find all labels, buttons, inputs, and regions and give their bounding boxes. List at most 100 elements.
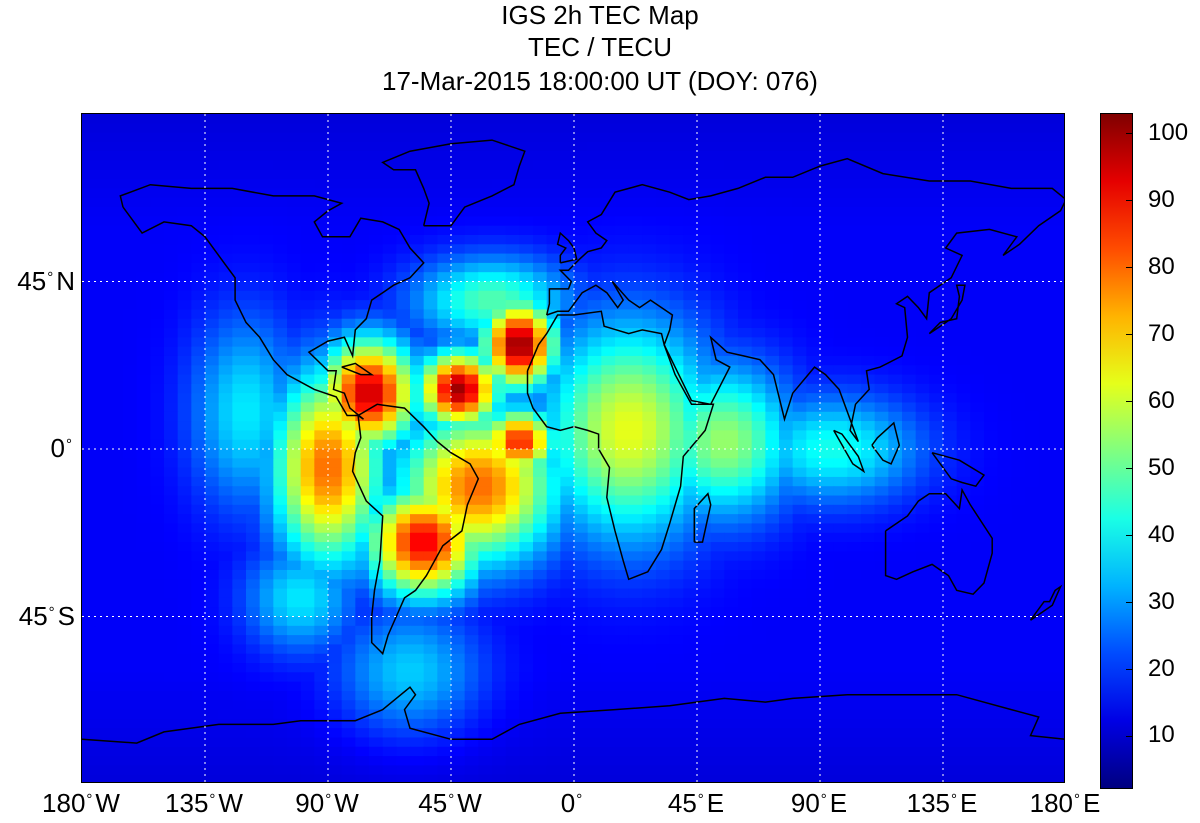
tec-cell bbox=[943, 514, 958, 525]
tec-cell bbox=[218, 532, 233, 543]
tec-cell bbox=[410, 718, 425, 729]
tec-cell bbox=[451, 365, 466, 376]
tec-cell bbox=[874, 234, 889, 245]
tec-cell bbox=[423, 746, 438, 757]
tec-cell bbox=[218, 560, 233, 571]
tec-cell bbox=[546, 728, 561, 739]
tec-cell bbox=[95, 672, 110, 683]
tec-cell bbox=[232, 644, 247, 655]
tec-cell bbox=[410, 411, 425, 422]
tec-cell bbox=[232, 439, 247, 450]
tec-cell bbox=[191, 309, 206, 320]
tec-cell bbox=[109, 309, 124, 320]
tec-cell bbox=[956, 225, 971, 236]
tec-cell bbox=[615, 737, 630, 748]
tec-cell bbox=[478, 197, 493, 208]
tec-cell bbox=[970, 569, 985, 580]
tec-cell bbox=[95, 132, 110, 143]
tec-cell bbox=[669, 532, 684, 543]
tec-cell bbox=[478, 421, 493, 431]
tec-cell bbox=[929, 495, 944, 506]
tec-cell bbox=[437, 653, 452, 664]
tec-cell bbox=[505, 560, 520, 571]
tec-cell bbox=[177, 718, 192, 729]
tec-cell bbox=[874, 207, 889, 217]
tec-cell bbox=[779, 746, 794, 757]
tec-cell bbox=[423, 225, 438, 236]
tec-cell bbox=[205, 281, 220, 292]
tec-cell bbox=[191, 542, 206, 552]
tec-cell bbox=[464, 421, 479, 431]
tec-cell bbox=[505, 532, 520, 543]
tec-cell bbox=[464, 374, 479, 385]
tec-cell bbox=[205, 597, 220, 608]
tec-cell bbox=[779, 328, 794, 338]
tec-cell bbox=[628, 523, 643, 534]
tec-cell bbox=[997, 737, 1012, 748]
tec-cell bbox=[136, 569, 151, 580]
tec-cell bbox=[642, 449, 657, 459]
tec-cell bbox=[601, 151, 616, 162]
tec-cell bbox=[710, 458, 725, 469]
tec-cell bbox=[423, 151, 438, 162]
tec-cell bbox=[888, 728, 903, 739]
tec-cell bbox=[1025, 188, 1040, 199]
tec-cell bbox=[792, 597, 807, 608]
tec-cell bbox=[136, 579, 151, 590]
tec-cell bbox=[710, 579, 725, 590]
tec-cell bbox=[997, 309, 1012, 320]
tec-cell bbox=[751, 216, 766, 227]
tec-cell bbox=[410, 625, 425, 636]
tec-cell bbox=[847, 532, 862, 543]
tec-cell bbox=[574, 504, 589, 515]
tec-cell bbox=[246, 681, 261, 692]
tec-cell bbox=[1011, 672, 1026, 683]
tec-cell bbox=[943, 114, 958, 124]
tec-cell bbox=[492, 290, 507, 301]
tec-cell bbox=[300, 272, 315, 283]
tec-cell bbox=[888, 234, 903, 245]
tec-cell bbox=[984, 523, 999, 534]
tec-cell bbox=[806, 337, 821, 348]
tec-cell bbox=[546, 616, 561, 627]
tec-cell bbox=[437, 197, 452, 208]
tec-cell bbox=[615, 728, 630, 739]
tec-cell bbox=[929, 160, 944, 171]
tec-cell bbox=[738, 690, 753, 701]
tec-cell bbox=[410, 160, 425, 171]
tec-cell bbox=[492, 244, 507, 255]
tec-cell bbox=[423, 393, 438, 404]
tec-cell bbox=[123, 579, 138, 590]
tec-cell bbox=[218, 597, 233, 608]
tec-cell bbox=[574, 449, 589, 459]
tec-cell bbox=[765, 318, 780, 329]
tec-cell bbox=[642, 514, 657, 525]
tec-cell bbox=[464, 625, 479, 636]
tec-cell bbox=[287, 141, 302, 152]
tec-cell bbox=[683, 290, 698, 301]
tec-cell bbox=[505, 197, 520, 208]
tec-cell bbox=[505, 486, 520, 497]
tec-cell bbox=[697, 746, 712, 757]
tec-cell bbox=[929, 579, 944, 590]
tec-cell bbox=[1011, 318, 1026, 329]
tec-cell bbox=[136, 728, 151, 739]
tec-cell bbox=[136, 262, 151, 273]
tec-cell bbox=[970, 439, 985, 450]
tec-cell bbox=[847, 569, 862, 580]
tec-cell bbox=[205, 551, 220, 562]
tec-cell bbox=[574, 300, 589, 311]
tec-cell bbox=[738, 542, 753, 552]
tec-cell bbox=[109, 597, 124, 608]
tec-cell bbox=[697, 234, 712, 245]
tec-cell bbox=[218, 365, 233, 376]
tec-cell bbox=[779, 234, 794, 245]
tec-cell bbox=[943, 569, 958, 580]
tec-cell bbox=[1025, 495, 1040, 506]
tec-cell bbox=[574, 653, 589, 664]
tec-cell bbox=[751, 467, 766, 478]
tec-cell bbox=[956, 393, 971, 404]
tec-cell bbox=[150, 169, 165, 180]
tec-cell bbox=[642, 141, 657, 152]
tec-cell bbox=[95, 653, 110, 664]
